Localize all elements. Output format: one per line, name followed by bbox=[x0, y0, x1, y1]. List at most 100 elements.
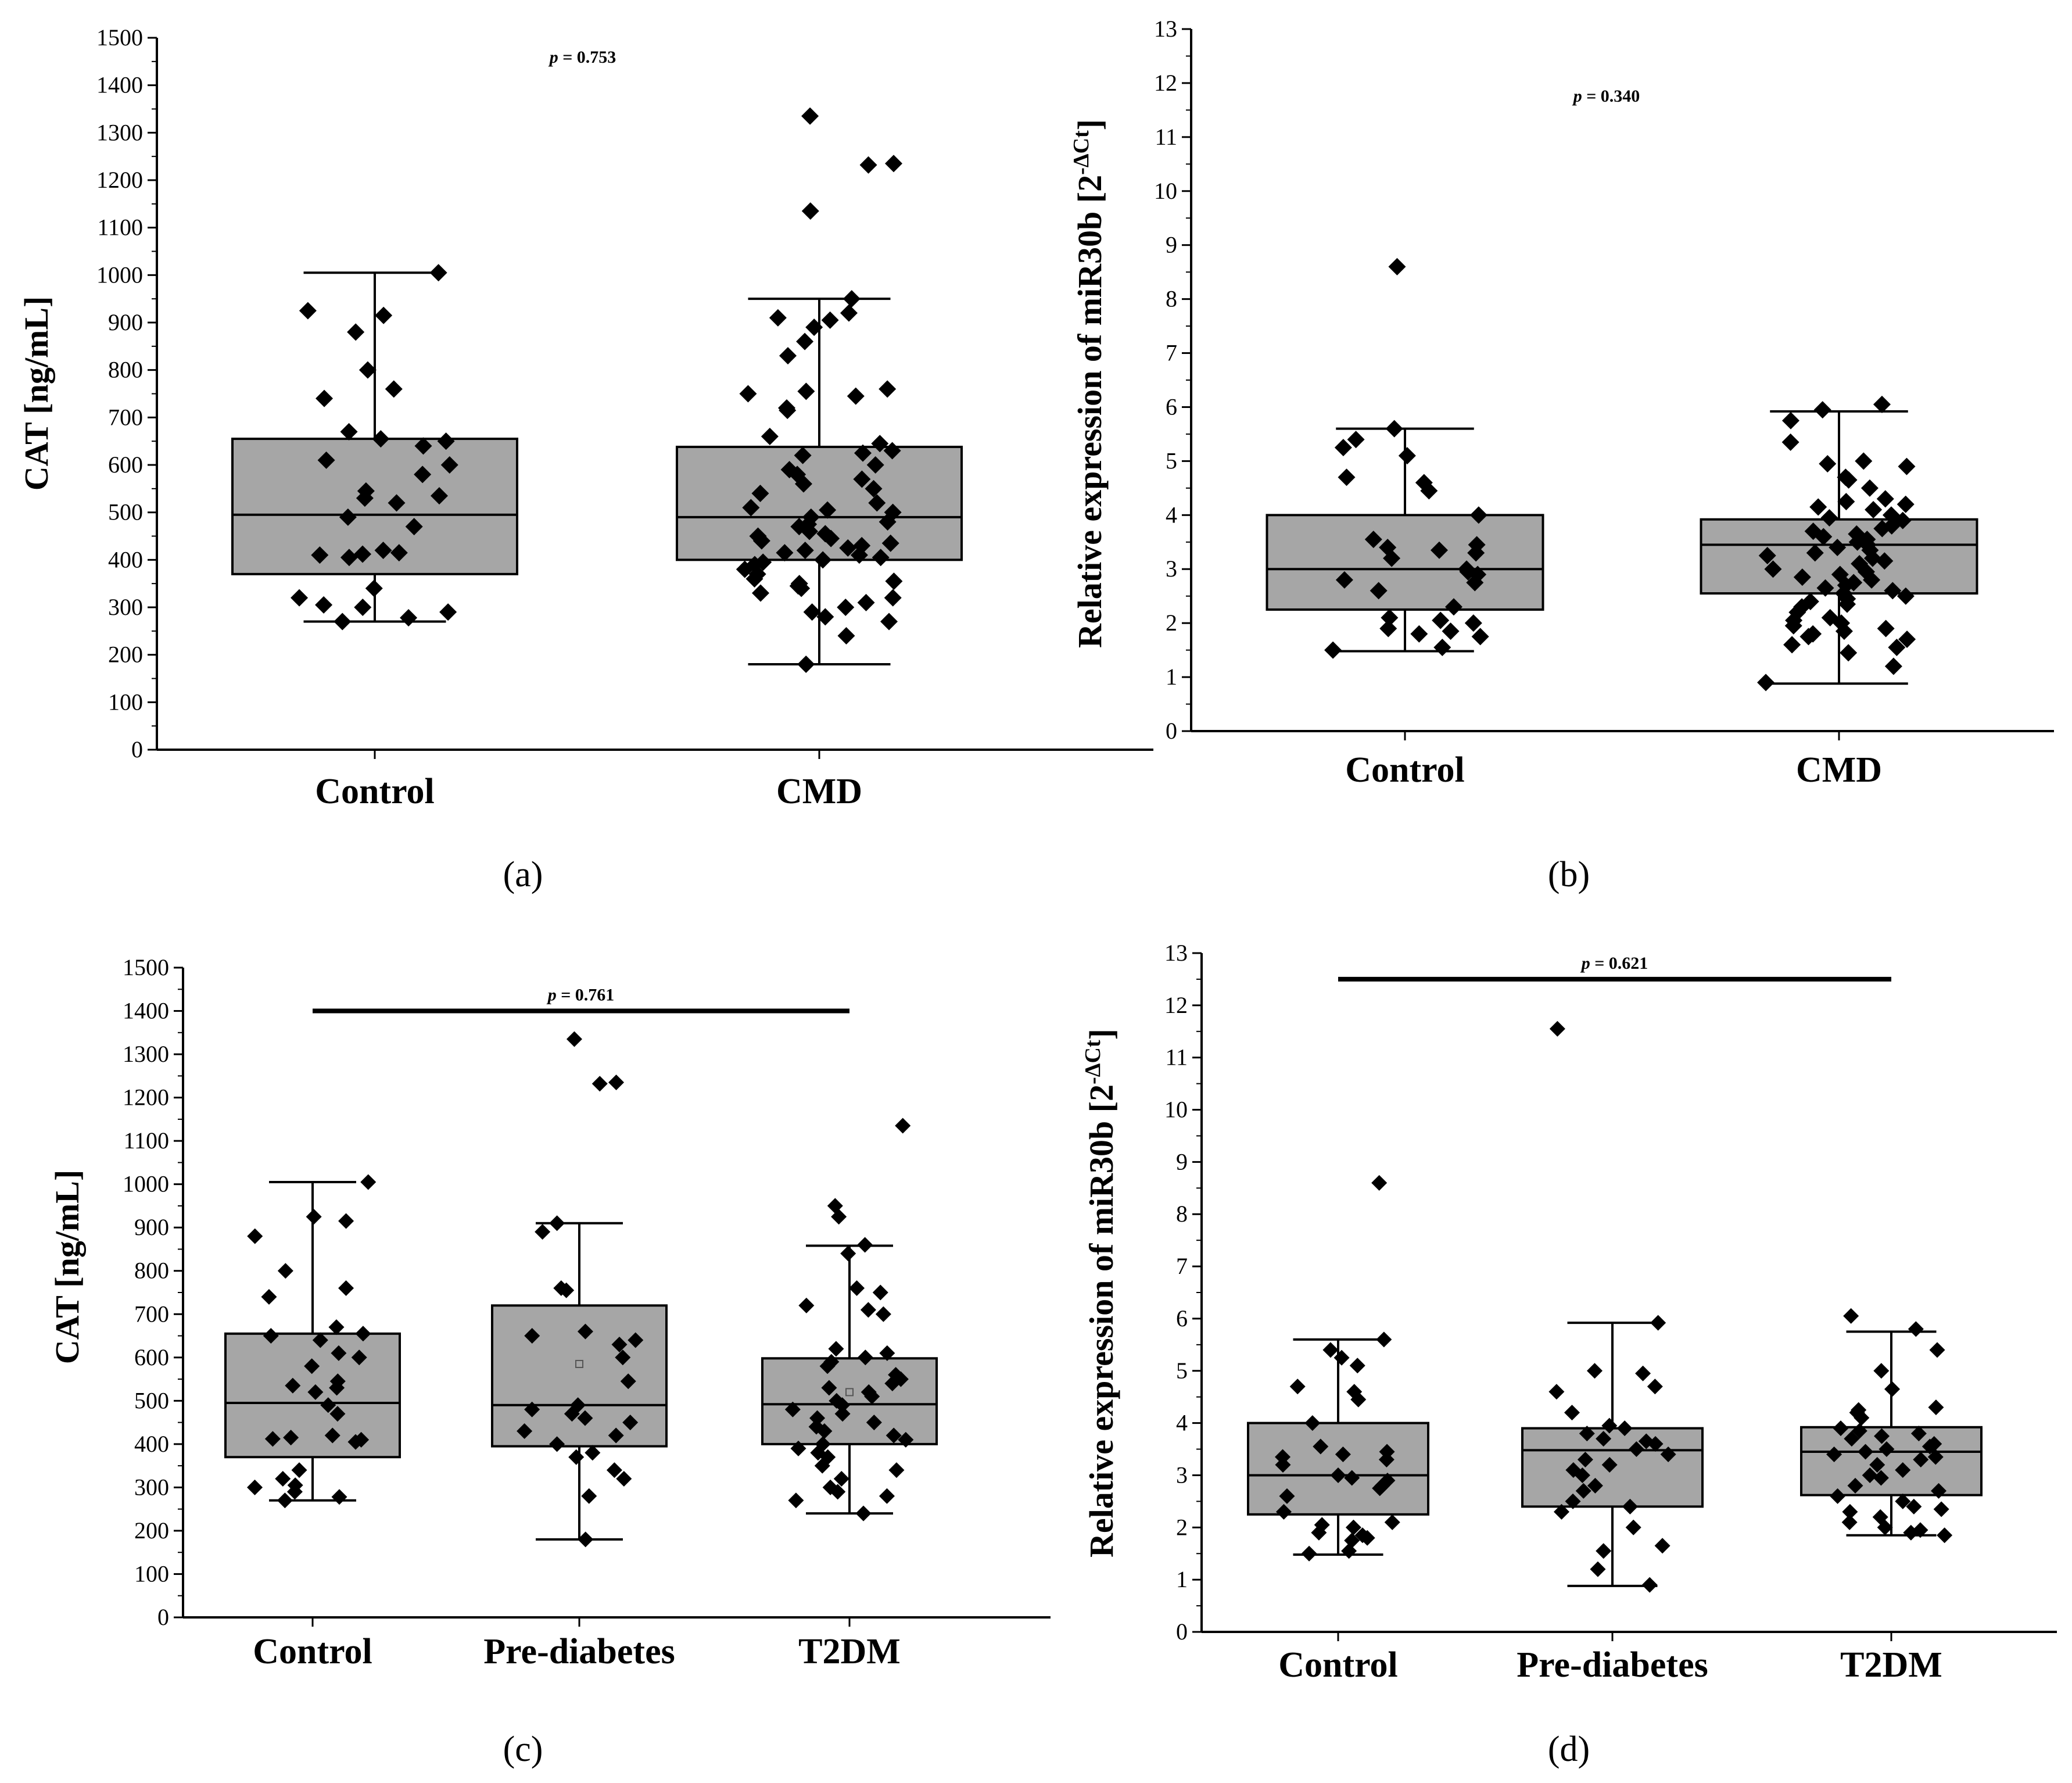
data-point bbox=[277, 1492, 293, 1509]
panel-d-cat-1: Pre-diabetes bbox=[1517, 1645, 1708, 1685]
y-tick-label: 2 bbox=[1166, 610, 1177, 636]
data-point bbox=[879, 380, 897, 398]
data-point bbox=[578, 1531, 594, 1548]
data-point bbox=[437, 432, 455, 450]
data-point bbox=[1388, 257, 1406, 275]
data-point bbox=[592, 1076, 608, 1092]
panel-a-points bbox=[291, 107, 903, 673]
y-tick-label: 7 bbox=[1166, 340, 1177, 366]
data-point bbox=[524, 1328, 540, 1344]
data-point bbox=[1809, 498, 1827, 516]
data-point bbox=[1858, 1444, 1874, 1460]
data-point bbox=[1371, 1175, 1388, 1191]
data-point bbox=[1931, 1483, 1947, 1499]
data-point bbox=[359, 361, 377, 379]
data-point bbox=[291, 589, 309, 607]
data-point bbox=[1784, 617, 1802, 635]
data-point bbox=[628, 1332, 644, 1348]
data-point bbox=[1577, 1452, 1593, 1468]
y-tick-label: 5 bbox=[1176, 1358, 1188, 1384]
data-point bbox=[1908, 1321, 1924, 1337]
box-plot bbox=[231, 271, 518, 623]
data-point bbox=[1430, 541, 1448, 559]
iqr-box bbox=[1700, 518, 1978, 595]
data-point bbox=[329, 1406, 346, 1422]
data-point bbox=[1793, 568, 1811, 586]
box-plot bbox=[676, 298, 963, 665]
data-point bbox=[1565, 1493, 1581, 1509]
data-point bbox=[1837, 493, 1855, 511]
data-point bbox=[1929, 1342, 1945, 1358]
data-point bbox=[1579, 1426, 1595, 1442]
data-point bbox=[801, 522, 819, 540]
data-point bbox=[1464, 614, 1482, 632]
y-tick-label: 0 bbox=[131, 736, 143, 762]
panel-a-ticks: 0 100 200 300 400 500 600 700 800 900 1000 1100 1200… bbox=[96, 24, 820, 762]
data-point bbox=[881, 534, 899, 552]
data-point bbox=[1863, 571, 1881, 589]
data-point bbox=[1781, 433, 1799, 451]
data-point bbox=[849, 1280, 865, 1297]
y-tick-label: 700 bbox=[134, 1301, 169, 1327]
data-point bbox=[1467, 544, 1485, 562]
data-point bbox=[263, 1328, 279, 1344]
data-point bbox=[1898, 631, 1916, 649]
data-point bbox=[1335, 571, 1353, 589]
data-point bbox=[324, 1427, 340, 1444]
data-point bbox=[1874, 1428, 1890, 1444]
y-tick-label: 1500 bbox=[96, 24, 143, 51]
data-point bbox=[1564, 1405, 1580, 1421]
y-tick-label: 200 bbox=[108, 642, 143, 668]
data-point bbox=[886, 1427, 902, 1444]
data-point bbox=[868, 494, 886, 512]
data-point bbox=[1863, 549, 1881, 567]
mean-marker bbox=[845, 1388, 854, 1397]
data-point bbox=[320, 1397, 336, 1413]
data-point bbox=[1372, 1480, 1388, 1496]
data-point bbox=[1806, 544, 1824, 562]
data-point bbox=[1398, 447, 1416, 465]
data-point bbox=[1345, 1519, 1361, 1535]
panel-b-boxes bbox=[1266, 410, 1978, 685]
y-tick-label: 500 bbox=[108, 499, 143, 525]
data-point bbox=[805, 318, 823, 336]
data-point bbox=[568, 1449, 585, 1465]
panel-b-p-value: p = 0.340 bbox=[1572, 87, 1640, 106]
y-tick-label: 12 bbox=[1154, 70, 1177, 96]
data-point bbox=[1884, 1381, 1901, 1397]
y-tick-label: 200 bbox=[134, 1517, 169, 1544]
panel-a-label: (a) bbox=[503, 855, 543, 894]
data-point bbox=[866, 456, 884, 474]
y-tick-label: 100 bbox=[108, 689, 143, 715]
data-point bbox=[1869, 1456, 1885, 1473]
data-point bbox=[1322, 1342, 1339, 1358]
data-point bbox=[1877, 1519, 1893, 1535]
data-point bbox=[1410, 625, 1428, 643]
data-point bbox=[1304, 1415, 1321, 1431]
panel-c-y-title: CAT [ng/mL] bbox=[48, 1170, 86, 1365]
data-point bbox=[1840, 644, 1858, 662]
data-point bbox=[355, 1326, 371, 1342]
data-point bbox=[1884, 582, 1902, 600]
data-point bbox=[277, 1263, 293, 1279]
data-point bbox=[888, 1462, 905, 1478]
y-tick-label: 1100 bbox=[123, 1127, 169, 1154]
data-point bbox=[1820, 509, 1838, 527]
data-point bbox=[329, 1380, 345, 1396]
data-point bbox=[1835, 622, 1853, 640]
data-point bbox=[880, 613, 898, 631]
data-point bbox=[1838, 595, 1856, 613]
data-point bbox=[1854, 1410, 1870, 1426]
y-tick-label: 1500 bbox=[123, 954, 169, 980]
data-point bbox=[1862, 1467, 1878, 1483]
y-tick-label: 1000 bbox=[96, 262, 143, 288]
data-point bbox=[1554, 1503, 1570, 1520]
data-point bbox=[338, 1213, 354, 1229]
data-point bbox=[1841, 1514, 1858, 1530]
data-point bbox=[866, 1415, 882, 1431]
data-point bbox=[317, 451, 335, 469]
y-tick-label: 900 bbox=[134, 1214, 169, 1240]
panel-c-label: (c) bbox=[503, 1730, 543, 1769]
y-tick-label: 1400 bbox=[96, 72, 143, 98]
data-point bbox=[1819, 455, 1837, 473]
